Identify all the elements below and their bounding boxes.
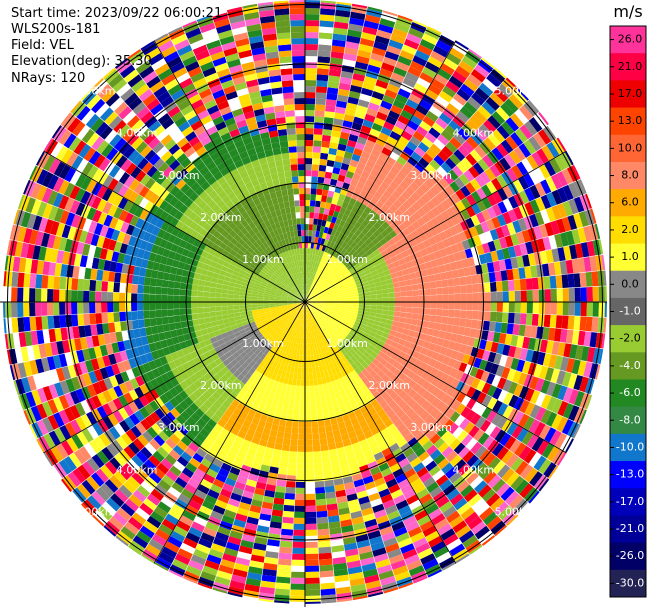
- range-ring-label: 5.00km: [74, 505, 116, 518]
- range-ring: [245, 242, 365, 362]
- range-ring-label: 3.00km: [410, 169, 452, 182]
- colorbar-segment: [610, 297, 646, 326]
- colorbar-segment: [610, 461, 646, 489]
- range-ring-label: 3.00km: [158, 169, 200, 182]
- colorbar-tick-label: -17.0: [616, 495, 644, 508]
- range-ring-label: 5.00km: [495, 85, 537, 98]
- range-ring-label: 3.00km: [410, 421, 452, 434]
- range-ring-label: 4.00km: [116, 127, 158, 140]
- azimuth-line: [43, 150, 306, 303]
- colorbar-tick-label: 21.0: [618, 60, 643, 73]
- colorbar-segment: [610, 216, 646, 245]
- colorbar-segment: [610, 433, 646, 462]
- colorbar-tick-label: -30.0: [616, 576, 644, 589]
- colorbar-segment: [610, 107, 646, 136]
- range-ring-label: 3.00km: [158, 421, 200, 434]
- colorbar-segment: [610, 488, 646, 516]
- colorbar-tick-label: -13.0: [616, 468, 644, 481]
- colorbar-segment: [610, 352, 646, 380]
- colorbar-tick-label: 2.0: [621, 223, 639, 236]
- range-ring-label: 2.00km: [368, 211, 410, 224]
- azimuth-line: [304, 150, 567, 303]
- range-ring-label: 1.00km: [242, 337, 284, 350]
- range-ring: [7, 4, 603, 600]
- colorbar-tick-label: 10.0: [618, 141, 643, 154]
- azimuth-line: [304, 301, 567, 454]
- range-ring-label: 5.00km: [74, 85, 116, 98]
- azimuth-line: [153, 40, 306, 303]
- range-ring-label: 2.00km: [368, 379, 410, 392]
- colorbar-segment: [610, 406, 646, 435]
- colorbar-tick-label: 0.0: [621, 277, 639, 290]
- colorbar-tick-label: 13.0: [618, 114, 643, 127]
- start-time-label: Start time: 2023/09/22 06:00:21: [11, 6, 223, 21]
- colorbar-tick-label: 1.0: [621, 250, 639, 263]
- colorbar-segment: [610, 569, 646, 598]
- azimuth-line: [43, 301, 306, 454]
- colorbar-segment: [610, 189, 646, 217]
- nrays-label: NRays: 120: [11, 71, 86, 86]
- colorbar-segment: [610, 26, 646, 54]
- colorbar-tick-label: 6.0: [621, 196, 639, 209]
- colorbar-segment: [610, 161, 646, 190]
- range-ring: [185, 182, 425, 422]
- colorbar-tick-label: -10.0: [616, 440, 644, 453]
- range-ring: [126, 123, 484, 481]
- colorbar-tick-label: -8.0: [619, 413, 640, 426]
- colorbar-segment: [610, 80, 646, 109]
- colorbar-segment: [610, 243, 646, 272]
- elevation-label: Elevation(deg): 35.30: [11, 54, 152, 69]
- colorbar-tick-label: -26.0: [616, 549, 644, 562]
- colorbar-tick-label: 26.0: [618, 33, 643, 46]
- range-ring-label: 5.00km: [495, 505, 537, 518]
- colorbar-segment: [610, 270, 646, 299]
- range-ring-label: 2.00km: [200, 211, 242, 224]
- colorbar-tick-label: -6.0: [619, 386, 640, 399]
- range-ring-label: 1.00km: [326, 253, 368, 266]
- colorbar-unit: m/s: [613, 2, 642, 21]
- range-ring: [66, 63, 544, 541]
- colorbar-segment: [610, 515, 646, 544]
- range-ring-label: 2.00km: [200, 379, 242, 392]
- colorbar-segment: [610, 53, 646, 81]
- colorbar-segment: [610, 134, 646, 163]
- range-ring-label: 4.00km: [453, 463, 495, 476]
- azimuth-line: [304, 40, 457, 303]
- range-ring-label: 1.00km: [326, 337, 368, 350]
- range-ring-label: 1.00km: [242, 253, 284, 266]
- colorbar-segment: [610, 379, 646, 408]
- azimuth-line: [304, 301, 457, 564]
- instrument-label: WLS200s-181: [11, 22, 101, 37]
- field-label: Field: VEL: [11, 38, 74, 53]
- colorbar-segment: [610, 325, 646, 353]
- colorbar-segment: [610, 542, 646, 571]
- colorbar-tick-label: -2.0: [619, 332, 640, 345]
- colorbar-tick-label: -21.0: [616, 522, 644, 535]
- colorbar-tick-label: 17.0: [618, 87, 643, 100]
- range-ring-label: 4.00km: [453, 127, 495, 140]
- range-ring-label: 4.00km: [116, 463, 158, 476]
- colorbar-tick-label: -4.0: [619, 359, 640, 372]
- colorbar-tick-label: -1.0: [619, 305, 640, 318]
- colorbar-tick-label: 8.0: [621, 169, 639, 182]
- azimuth-line: [153, 301, 306, 564]
